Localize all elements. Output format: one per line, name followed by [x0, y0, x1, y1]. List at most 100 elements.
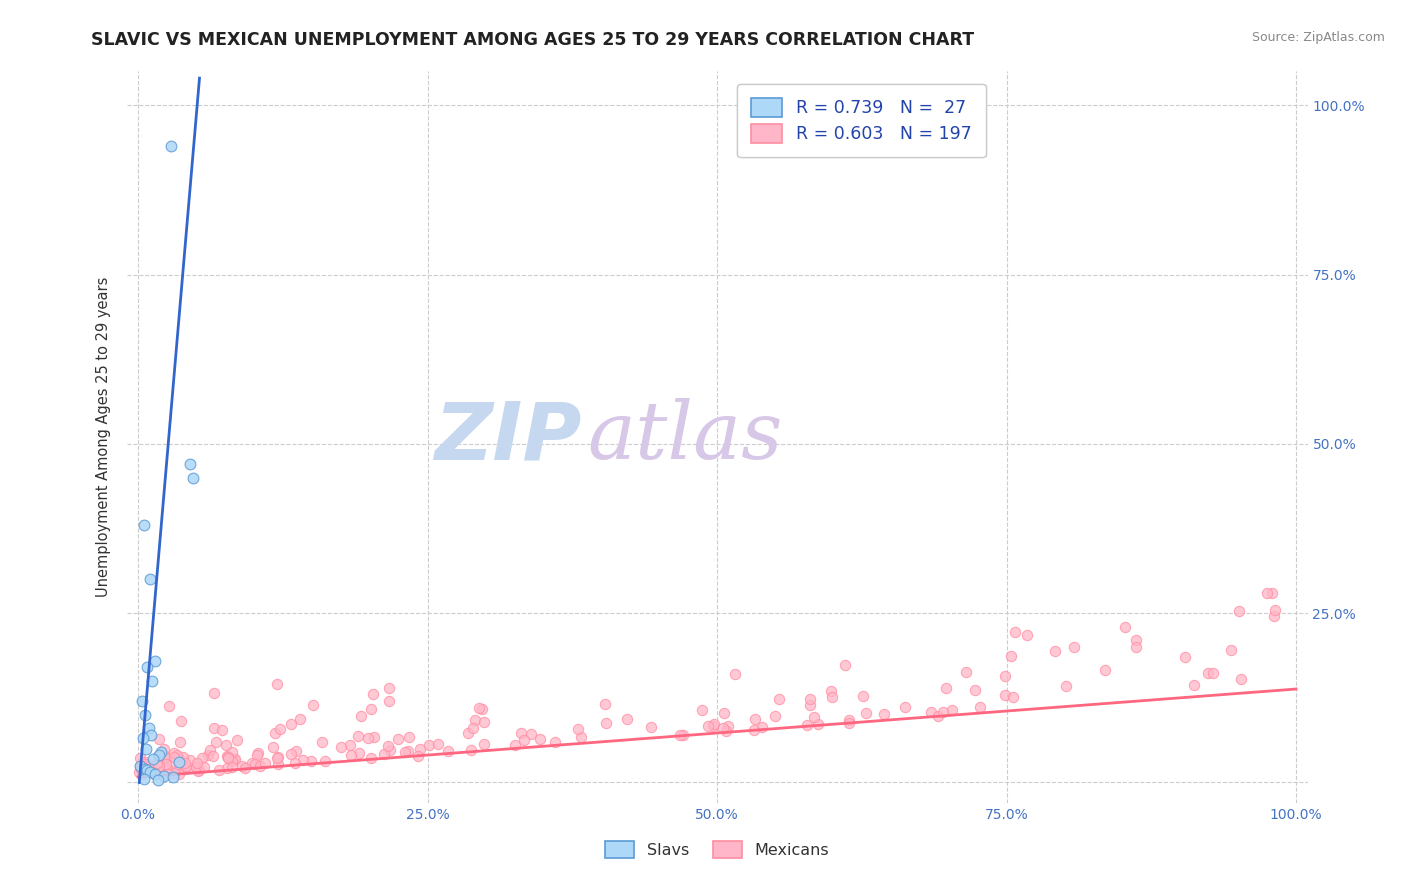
Point — [211, 723, 233, 737]
Point — [146, 749, 169, 764]
Point — [280, 747, 302, 762]
Point — [820, 690, 842, 704]
Point — [378, 743, 401, 757]
Point — [723, 667, 745, 681]
Point — [217, 750, 239, 764]
Point — [311, 735, 333, 749]
Point — [807, 717, 830, 731]
Point — [377, 694, 399, 708]
Point — [169, 735, 191, 749]
Point — [179, 457, 201, 471]
Point — [190, 751, 212, 765]
Point — [217, 750, 239, 764]
Point — [226, 733, 249, 747]
Point — [894, 700, 917, 714]
Point — [955, 665, 977, 680]
Point — [302, 698, 325, 712]
Point — [138, 765, 160, 780]
Point — [128, 764, 150, 779]
Point — [202, 686, 225, 700]
Point — [1004, 625, 1026, 640]
Point — [640, 720, 662, 734]
Y-axis label: Unemployment Among Ages 25 to 29 years: Unemployment Among Ages 25 to 29 years — [96, 277, 111, 598]
Point — [969, 699, 991, 714]
Point — [136, 763, 159, 777]
Point — [222, 752, 245, 766]
Point — [148, 765, 170, 780]
Point — [179, 761, 201, 775]
Point — [363, 730, 385, 744]
Point — [221, 759, 243, 773]
Point — [418, 739, 440, 753]
Point — [696, 719, 718, 733]
Point — [131, 759, 153, 773]
Point — [167, 755, 190, 769]
Point — [1256, 586, 1278, 600]
Point — [852, 690, 875, 704]
Point — [267, 756, 290, 771]
Point — [172, 750, 194, 764]
Point — [751, 720, 773, 734]
Point — [152, 742, 174, 756]
Point — [163, 749, 186, 764]
Text: Source: ZipAtlas.com: Source: ZipAtlas.com — [1251, 31, 1385, 45]
Point — [129, 758, 152, 772]
Point — [503, 738, 526, 752]
Point — [146, 756, 169, 770]
Point — [233, 761, 256, 775]
Point — [247, 747, 270, 761]
Point — [360, 701, 382, 715]
Point — [184, 760, 207, 774]
Point — [142, 752, 165, 766]
Point — [167, 750, 190, 764]
Point — [152, 769, 174, 783]
Point — [567, 722, 589, 736]
Point — [467, 701, 489, 715]
Point — [141, 673, 163, 688]
Point — [994, 689, 1017, 703]
Point — [186, 756, 208, 771]
Point — [181, 471, 204, 485]
Point — [243, 756, 266, 771]
Point — [920, 705, 942, 719]
Text: atlas: atlas — [588, 399, 783, 475]
Point — [262, 739, 284, 754]
Point — [146, 773, 169, 788]
Point — [135, 741, 157, 756]
Point — [187, 764, 209, 779]
Point — [267, 750, 290, 764]
Point — [174, 762, 197, 776]
Point — [157, 699, 180, 714]
Point — [935, 681, 957, 696]
Point — [520, 727, 543, 741]
Point — [1263, 608, 1285, 623]
Point — [145, 767, 167, 781]
Point — [131, 766, 153, 780]
Point — [132, 731, 155, 746]
Point — [799, 698, 821, 712]
Point — [471, 702, 494, 716]
Point — [616, 712, 638, 726]
Point — [1219, 643, 1241, 657]
Point — [396, 744, 419, 758]
Point — [1094, 663, 1116, 677]
Point — [347, 729, 370, 743]
Point — [427, 737, 450, 751]
Point — [163, 746, 186, 760]
Text: SLAVIC VS MEXICAN UNEMPLOYMENT AMONG AGES 25 TO 29 YEARS CORRELATION CHART: SLAVIC VS MEXICAN UNEMPLOYMENT AMONG AGE… — [91, 31, 974, 49]
Point — [314, 754, 336, 768]
Point — [820, 684, 842, 698]
Point — [148, 748, 170, 763]
Point — [703, 717, 725, 731]
Point — [132, 772, 155, 786]
Point — [1227, 604, 1250, 618]
Point — [162, 770, 184, 784]
Point — [461, 721, 484, 735]
Point — [174, 756, 197, 771]
Point — [714, 724, 737, 739]
Point — [1261, 586, 1284, 600]
Point — [153, 750, 176, 764]
Point — [138, 572, 160, 586]
Point — [965, 683, 987, 698]
Point — [148, 758, 170, 772]
